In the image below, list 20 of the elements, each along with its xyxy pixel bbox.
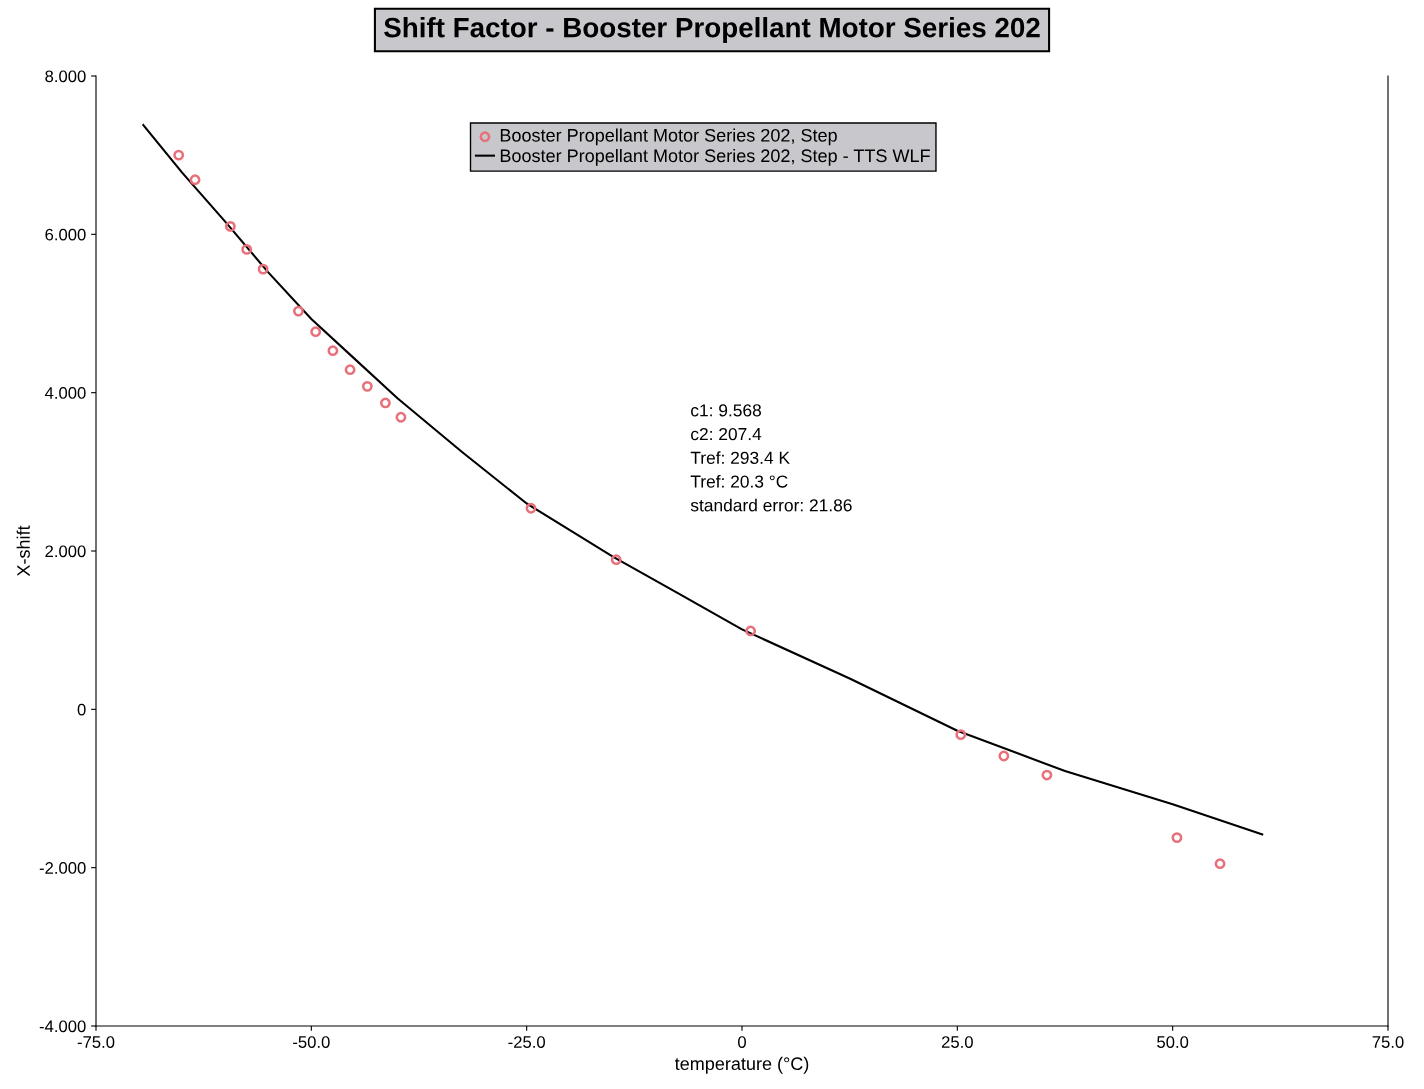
y-tick-label: -2.000 — [39, 862, 86, 874]
x-tick-label: 75.0 — [1372, 1036, 1404, 1048]
y-tick-label: 2.000 — [45, 545, 86, 558]
x-tick-label: 50.0 — [1157, 1036, 1189, 1048]
y-tick-label: 0 — [77, 703, 86, 716]
y-tick-label: 6.000 — [45, 228, 86, 241]
legend-label: Booster Propellant Motor Series 202, Step — [500, 128, 837, 146]
y-tick-label: -4.000 — [39, 1020, 86, 1033]
x-axis-title: temperature (°C) — [674, 1056, 809, 1074]
x-tick-label: 25.0 — [941, 1036, 973, 1048]
y-axis-title: X-shift — [16, 525, 30, 577]
x-tick-label: -50.0 — [293, 1036, 330, 1048]
x-tick-label: -75.0 — [77, 1036, 115, 1048]
legend-label: Booster Propellant Motor Series 202, Step - TTS WLF — [500, 148, 930, 166]
x-tick-label: -25.0 — [508, 1036, 546, 1048]
chart-title: Shift Factor - Booster Propellant Motor Series 202 — [384, 17, 1040, 43]
y-tick-label: 4.000 — [44, 387, 86, 399]
x-tick-label: 0 — [738, 1036, 746, 1048]
annotation: c1: 9.568 c2: 207.4 Tref: 293.4 K Tref: 20.3 °C standard error: 21.86 — [690, 404, 852, 512]
y-tick-label: 8.000 — [45, 70, 86, 83]
